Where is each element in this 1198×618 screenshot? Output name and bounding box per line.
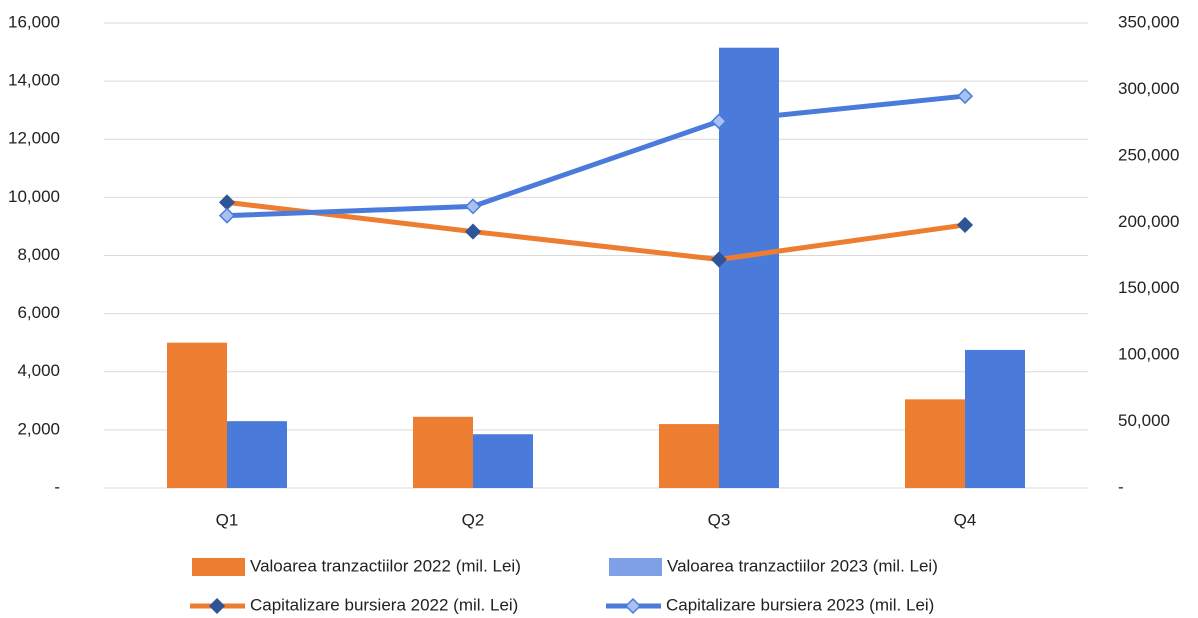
bar bbox=[905, 399, 965, 488]
legend-label: Capitalizare bursiera 2022 (mil. Lei) bbox=[250, 595, 518, 614]
line bbox=[226, 199, 966, 262]
y2-tick-label: 350,000 bbox=[1118, 12, 1179, 31]
marker bbox=[956, 216, 974, 234]
x-tick-label: Q1 bbox=[216, 510, 239, 529]
marker bbox=[710, 113, 728, 130]
legend-marker bbox=[624, 597, 642, 615]
marker bbox=[956, 88, 974, 105]
y2-tick-label: 300,000 bbox=[1118, 79, 1179, 98]
y2-tick-label: 50,000 bbox=[1118, 411, 1170, 430]
x-tick-label: Q3 bbox=[708, 510, 731, 529]
y-tick-label: 8,000 bbox=[17, 245, 60, 264]
y-tick-label: 16,000 bbox=[8, 12, 60, 31]
legend-swatch bbox=[609, 558, 662, 576]
legend-marker bbox=[208, 597, 226, 615]
y-tick-label: 2,000 bbox=[17, 419, 60, 438]
marker bbox=[218, 207, 236, 224]
y-tick-label: 14,000 bbox=[8, 71, 60, 90]
marker bbox=[464, 198, 482, 215]
bar bbox=[965, 349, 1025, 488]
y2-tick-label: 150,000 bbox=[1118, 278, 1179, 297]
y2-tick-label: 200,000 bbox=[1118, 212, 1179, 231]
y2-tick-label: 250,000 bbox=[1118, 145, 1179, 164]
bar bbox=[473, 434, 533, 488]
bar bbox=[167, 342, 227, 488]
y-tick-label: 6,000 bbox=[17, 303, 60, 322]
bar bbox=[659, 424, 719, 488]
legend-label: Valoarea tranzactiilor 2022 (mil. Lei) bbox=[250, 556, 521, 575]
x-tick-label: Q4 bbox=[954, 510, 977, 529]
legend-swatch bbox=[192, 558, 245, 576]
y-tick-label: 12,000 bbox=[8, 129, 60, 148]
bar bbox=[227, 421, 287, 488]
y-tick-label: 10,000 bbox=[8, 187, 60, 206]
marker bbox=[464, 223, 482, 240]
legend-label: Capitalizare bursiera 2023 (mil. Lei) bbox=[666, 595, 934, 614]
marker bbox=[710, 251, 728, 268]
line bbox=[226, 93, 966, 219]
x-tick-label: Q2 bbox=[462, 510, 485, 529]
y2-tick-label: - bbox=[1118, 477, 1124, 496]
y-tick-label: 4,000 bbox=[17, 361, 60, 380]
y-tick-label: - bbox=[54, 477, 60, 496]
y2-tick-label: 100,000 bbox=[1118, 345, 1179, 364]
bar bbox=[413, 416, 473, 488]
legend-label: Valoarea tranzactiilor 2023 (mil. Lei) bbox=[667, 556, 938, 575]
